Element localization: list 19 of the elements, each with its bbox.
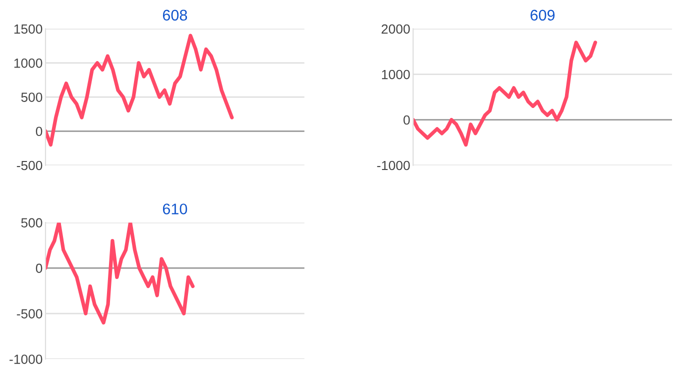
y-tick-label: -500 [16, 309, 42, 318]
y-tick-label: 0 [404, 115, 410, 125]
line-series [413, 40, 598, 147]
y-tick-label: 1000 [14, 58, 42, 68]
y-tick-label: 1000 [382, 70, 410, 80]
y-tick-label: 2000 [382, 24, 410, 34]
chart-title: 610 [162, 204, 188, 214]
chart-title: 608 [162, 10, 188, 21]
y-tick-label: 0 [36, 264, 42, 273]
y-tick-label: 1500 [14, 24, 42, 34]
y-tick-label: 500 [21, 92, 42, 102]
y-tick-label: -500 [16, 160, 42, 170]
y-tick-label: -1000 [377, 160, 410, 170]
line-series [46, 34, 234, 147]
y-tick-label: -1000 [10, 354, 42, 364]
y-tick-label: 500 [21, 218, 42, 228]
y-tick-label: 0 [36, 126, 42, 136]
line-series [46, 222, 195, 324]
chart-title: 609 [530, 10, 555, 21]
